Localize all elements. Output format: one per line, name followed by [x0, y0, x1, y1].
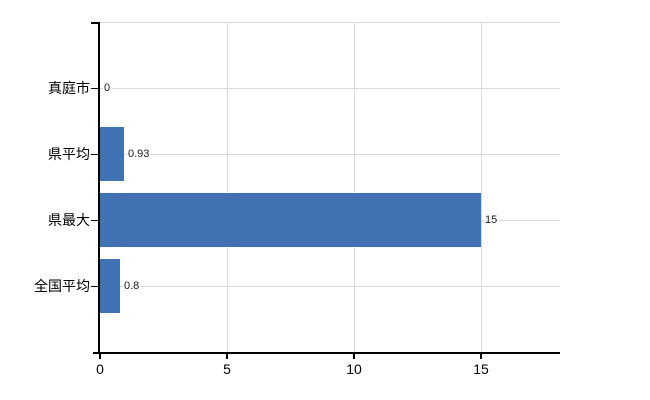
horizontal-gridline — [100, 88, 560, 89]
x-axis-tick — [480, 354, 482, 359]
x-axis-tick-label: 15 — [473, 361, 489, 377]
y-axis-tick — [91, 88, 98, 89]
bar-value-label: 0.8 — [123, 279, 142, 293]
plot-top-gridline — [100, 22, 560, 23]
horizontal-gridline — [100, 154, 560, 155]
category-label: 県最大 — [48, 212, 90, 228]
category-label: 県平均 — [48, 146, 90, 162]
x-axis-tick — [226, 354, 228, 359]
x-axis-tick-label: 0 — [96, 361, 104, 377]
y-axis-tick — [91, 286, 98, 287]
vertical-gridline — [481, 22, 482, 352]
bar-value-label: 15 — [484, 213, 500, 227]
bar-value-label: 0.93 — [127, 147, 152, 161]
bar — [100, 259, 120, 313]
vertical-gridline — [354, 22, 355, 352]
y-axis-top-tick — [91, 22, 98, 24]
category-label: 全国平均 — [34, 278, 90, 294]
horizontal-gridline — [100, 286, 560, 287]
vertical-gridline — [227, 22, 228, 352]
bar — [100, 127, 124, 181]
x-axis-tick-label: 5 — [223, 361, 231, 377]
y-axis-tick — [91, 220, 98, 221]
x-axis-tick-label: 10 — [346, 361, 362, 377]
category-label: 真庭市 — [48, 80, 90, 96]
y-axis-tick — [91, 154, 98, 155]
bar — [100, 193, 481, 247]
x-axis-tick — [353, 354, 355, 359]
y-axis-line — [98, 22, 100, 354]
x-axis-line — [93, 352, 560, 354]
bar-value-label: 0 — [103, 81, 113, 95]
x-axis-tick — [99, 354, 101, 359]
